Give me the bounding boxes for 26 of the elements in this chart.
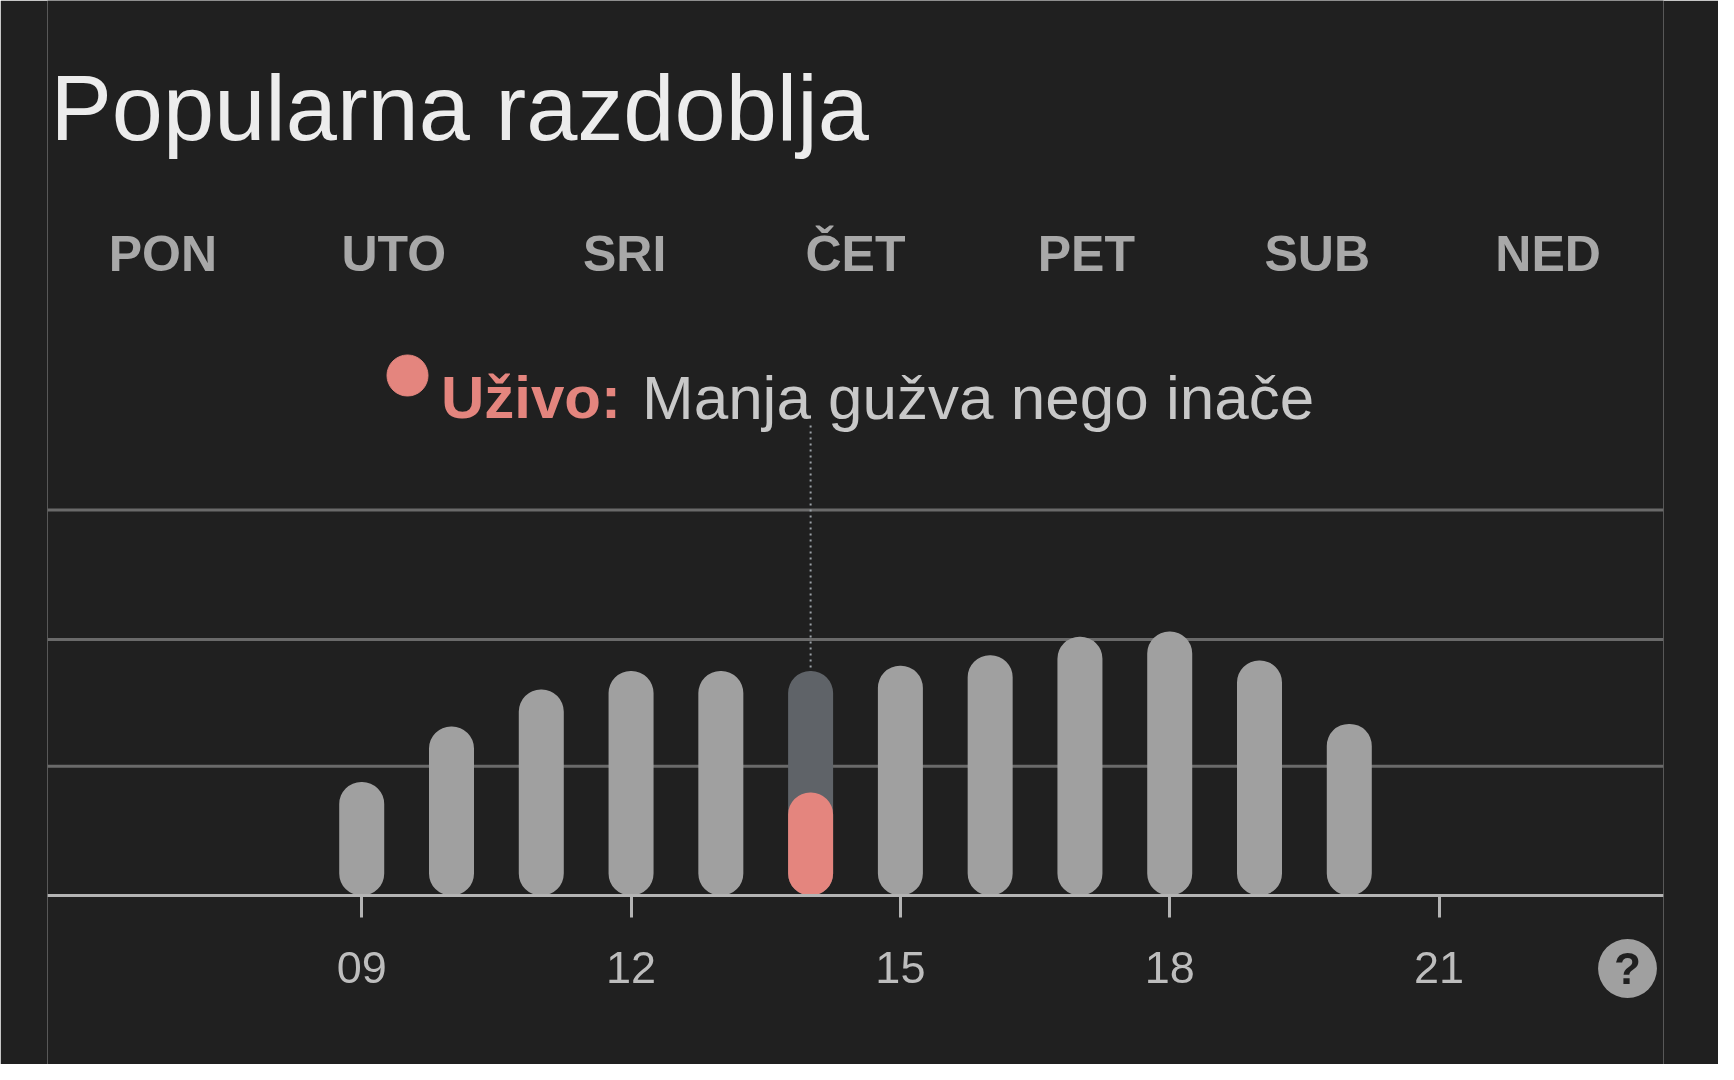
text: SUB xyxy=(1264,225,1371,282)
text: ČET xyxy=(805,224,906,282)
bar xyxy=(608,671,654,896)
legend-label: Uživo: xyxy=(441,363,621,431)
text: PET xyxy=(1037,225,1135,282)
bar xyxy=(1147,631,1193,896)
x-tick-label: 09 xyxy=(336,941,387,993)
text: NED xyxy=(1495,225,1601,282)
text: ? xyxy=(1614,944,1641,993)
text: PON xyxy=(108,225,218,282)
x-tick-label: 21 xyxy=(1414,941,1465,993)
text: SRI xyxy=(582,225,667,282)
bar xyxy=(429,726,474,896)
bar xyxy=(1237,660,1282,896)
chart-title: Popularna razdoblja xyxy=(50,56,870,159)
bar xyxy=(967,655,1013,896)
bar xyxy=(1326,723,1372,896)
x-tick-label: 18 xyxy=(1144,941,1195,993)
bar xyxy=(698,671,744,896)
text: Manja gužva nego inače xyxy=(642,362,1315,432)
x-tick-label: 15 xyxy=(875,941,926,993)
bar xyxy=(518,689,564,896)
bar xyxy=(1057,636,1103,896)
bar xyxy=(877,665,923,896)
x-tick-label: 12 xyxy=(606,941,657,993)
text: UTO xyxy=(341,225,447,282)
